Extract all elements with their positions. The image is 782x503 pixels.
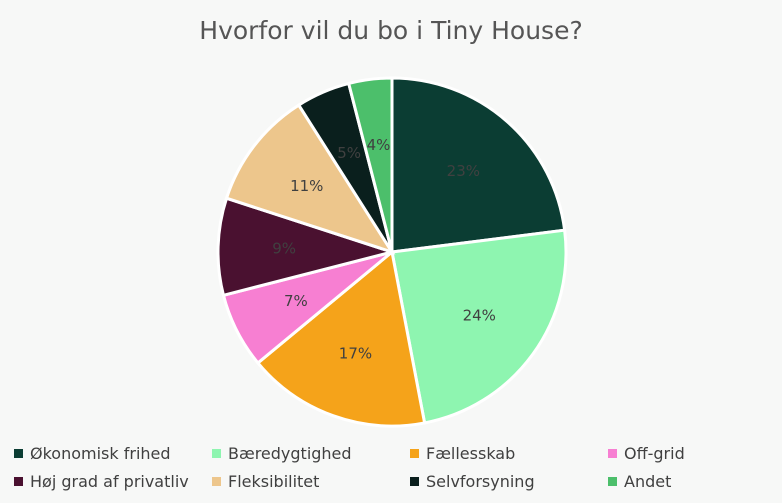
legend-item-andet: Andet	[608, 471, 774, 491]
pie-slice-andet	[346, 76, 394, 253]
legend-swatch	[410, 448, 419, 458]
pie-label-fleksibilitet: 11%	[290, 177, 323, 195]
chart-legend: Økonomisk frihed Bæredygtighed Fællesskab O…	[14, 443, 774, 491]
legend-item-selvforsyning: Selvforsyning	[410, 471, 608, 491]
legend-swatch	[608, 476, 617, 486]
pie-label-b-redygtighed: 24%	[463, 306, 496, 324]
pie-slice-konomisk-frihed	[390, 76, 567, 254]
legend-item-konomisk-frihed: Økonomisk frihed	[14, 443, 212, 463]
pie-label-h-j-grad-af-privatliv: 9%	[272, 240, 296, 258]
legend-swatch	[212, 476, 221, 486]
pie-slice-b-redygtighed	[390, 228, 568, 425]
legend-item-h-j-grad-af-privatliv: Høj grad af privatliv	[14, 471, 212, 491]
legend-swatch	[14, 448, 23, 458]
legend-swatch	[608, 448, 617, 458]
legend-label: Fællesskab	[426, 443, 516, 463]
legend-label: Off-grid	[624, 443, 685, 463]
pie-label-konomisk-frihed: 23%	[447, 162, 480, 180]
legend-swatch	[212, 448, 221, 458]
legend-label: Økonomisk frihed	[30, 443, 171, 463]
legend-label: Bæredygtighed	[228, 443, 352, 463]
pie-slice-fleksibilitet	[224, 103, 396, 255]
legend-label: Andet	[624, 471, 672, 491]
legend-swatch	[14, 476, 23, 486]
legend-item-f-llesskab: Fællesskab	[410, 443, 608, 463]
pie-label-andet: 4%	[367, 136, 391, 154]
legend-label: Høj grad af privatliv	[30, 471, 189, 491]
legend-label: Selvforsyning	[426, 471, 535, 491]
pie-chart: 23% 24% 17% 7% 9% 11% 5% 4%	[216, 76, 568, 428]
pie-label-selvforsyning: 5%	[337, 144, 361, 162]
pie-label-off-grid: 7%	[284, 292, 308, 310]
legend-swatch	[410, 476, 419, 486]
pie-slice-f-llesskab	[255, 249, 427, 428]
pie-slice-h-j-grad-af-privatliv	[216, 196, 398, 298]
legend-label: Fleksibilitet	[228, 471, 320, 491]
legend-item-off-grid: Off-grid	[608, 443, 774, 463]
legend-item-fleksibilitet: Fleksibilitet	[212, 471, 410, 491]
chart-title: Hvorfor vil du bo i Tiny House?	[199, 16, 583, 45]
pie-label-f-llesskab: 17%	[339, 345, 372, 363]
legend-item-b-redygtighed: Bæredygtighed	[212, 443, 410, 463]
